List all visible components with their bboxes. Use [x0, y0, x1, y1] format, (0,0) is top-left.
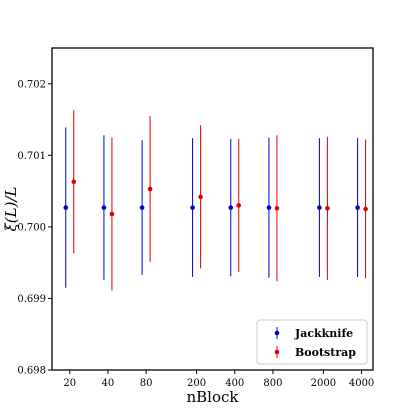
- data-point: [325, 205, 330, 211]
- x-tick-label: 2000: [311, 378, 336, 389]
- y-axis-label: ξ(L)/L: [2, 186, 20, 231]
- series-jackknife: [63, 127, 360, 288]
- x-tick-label: 80: [140, 378, 153, 389]
- data-point: [109, 211, 115, 217]
- chart-marks: [63, 110, 368, 291]
- y-tick-label: 0.700: [17, 222, 46, 233]
- y-axis: 0.698 0.699 0.700 0.701 0.702: [17, 79, 52, 377]
- y-tick-label: 0.701: [17, 151, 46, 162]
- x-tick-label: 4000: [349, 378, 374, 389]
- x-axis-label: nBlock: [186, 388, 239, 406]
- x-tick-label: 20: [63, 378, 76, 389]
- data-point: [63, 205, 69, 210]
- data-point: [71, 179, 77, 185]
- y-tick-label: 0.698: [17, 366, 46, 377]
- data-point: [198, 194, 203, 200]
- plot-frame: [51, 47, 374, 371]
- x-tick-label: 400: [225, 378, 244, 389]
- x-tick-label: 800: [263, 378, 282, 389]
- legend: Jackknife Bootstrap: [256, 319, 368, 365]
- legend-label: Bootstrap: [295, 346, 356, 359]
- legend-marker: [274, 330, 280, 336]
- data-point: [139, 205, 145, 210]
- series-bootstrap: [71, 110, 368, 291]
- data-point: [355, 205, 360, 210]
- legend-label: Jackknife: [294, 327, 353, 340]
- legend-box: [256, 319, 368, 365]
- data-point: [363, 206, 368, 212]
- data-point: [236, 203, 242, 208]
- data-point: [147, 186, 153, 192]
- x-tick-label: 40: [102, 378, 115, 389]
- x-tick-label: 200: [187, 378, 206, 389]
- y-tick-label: 0.702: [17, 79, 46, 90]
- data-point: [190, 205, 195, 210]
- data-point: [274, 205, 280, 211]
- data-point: [266, 205, 272, 210]
- data-point: [101, 205, 107, 210]
- data-point: [228, 205, 234, 210]
- x-axis: 20 40 80 200 400 800 2000 4000: [63, 370, 374, 389]
- legend-marker: [274, 349, 280, 355]
- data-point: [317, 205, 322, 210]
- y-tick-label: 0.699: [17, 294, 46, 305]
